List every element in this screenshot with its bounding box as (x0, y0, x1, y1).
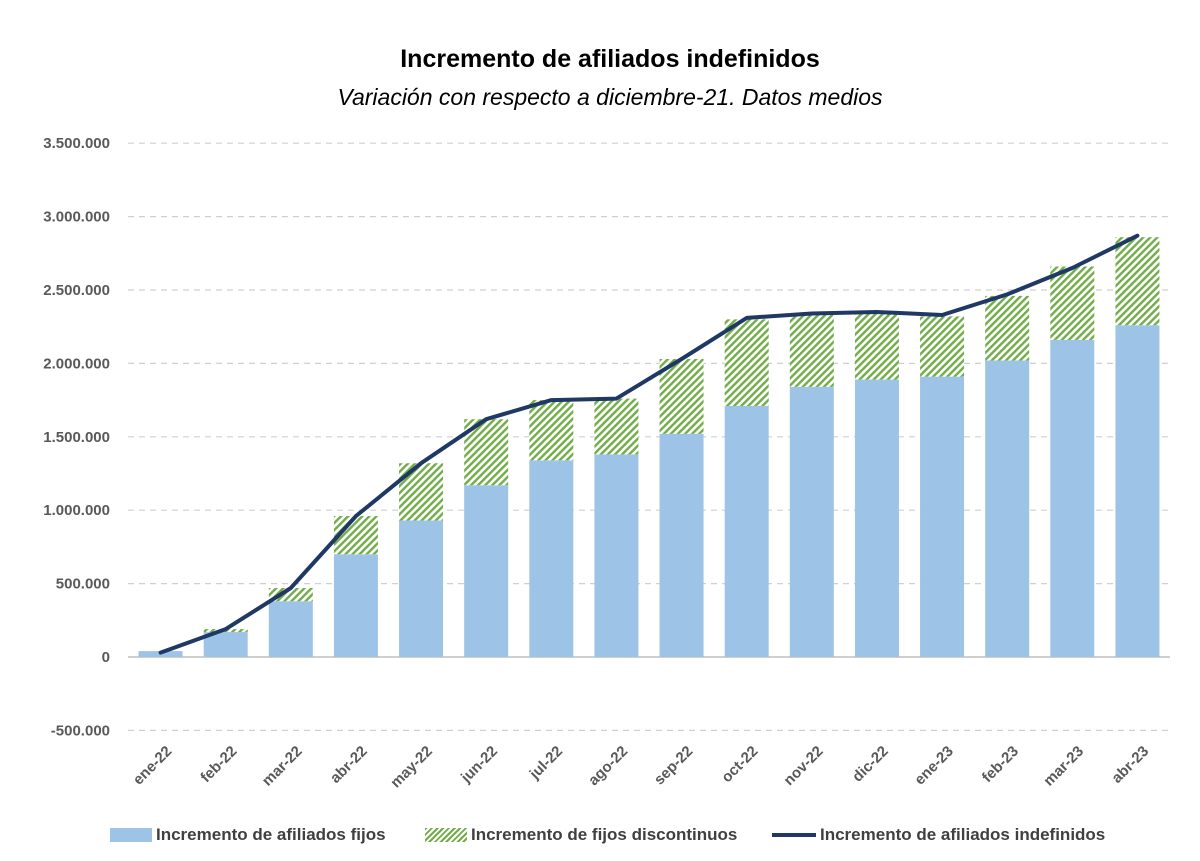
chart-legend: Incremento de afiliados fijos Incremento… (0, 822, 1200, 848)
bar-fijos (1115, 325, 1160, 657)
legend-swatch-indefinidos (772, 833, 816, 837)
chart-plot: -500.000 0 500.000 1.000.000 1.500.000 2.000.… (43, 135, 1170, 792)
x-tick-label: mar-22 (259, 743, 306, 790)
bar-discontinuos (985, 295, 1030, 361)
bar-discontinuos (529, 400, 574, 461)
x-tick-label: jul-22 (526, 743, 566, 783)
bar-fijos (724, 405, 769, 657)
y-tick-label: 1.500.000 (43, 429, 110, 446)
bar-fijos (529, 460, 574, 657)
y-tick-label: 3.500.000 (43, 135, 110, 152)
bar-fijos (659, 433, 704, 657)
bar-discontinuos (724, 319, 769, 406)
bar-fijos (920, 376, 965, 657)
x-tick-label: may-22 (387, 743, 436, 792)
chart-title: Incremento de afiliados indefinidos (400, 45, 820, 73)
x-tick-label: dic-22 (849, 743, 892, 786)
bar-discontinuos (594, 398, 639, 455)
bar-fijos (333, 554, 378, 657)
legend-label-fijos: Incremento de afiliados fijos (156, 825, 386, 844)
legend-item-discontinuos: Incremento de fijos discontinuos (425, 822, 737, 848)
y-tick-label: 2.500.000 (43, 282, 110, 299)
x-tick-label: sep-22 (651, 743, 697, 789)
bar-discontinuos (854, 313, 899, 380)
x-tick-label: ene-23 (911, 743, 957, 789)
bar-discontinuos (920, 316, 965, 377)
bar-discontinuos (1115, 237, 1160, 326)
bar-discontinuos (268, 588, 313, 602)
bar-discontinuos (1050, 266, 1095, 340)
y-tick-label: -500.000 (51, 722, 110, 739)
legend-label-indefinidos: Incremento de afiliados indefinidos (820, 825, 1106, 844)
bar-fijos (594, 454, 639, 657)
bar-fijos (985, 360, 1030, 657)
legend-item-fijos: Incremento de afiliados fijos (110, 822, 386, 848)
x-tick-label: abr-23 (1108, 743, 1152, 787)
x-tick-label: oct-22 (718, 743, 761, 786)
y-tick-label: 0 (102, 649, 110, 666)
bar-fijos (854, 379, 899, 657)
x-tick-label: ene-22 (130, 743, 176, 789)
bar-discontinuos (659, 358, 704, 434)
legend-item-indefinidos: Incremento de afiliados indefinidos (772, 822, 1105, 848)
y-tick-label: 3.000.000 (43, 209, 110, 226)
y-tick-label: 500.000 (56, 576, 110, 593)
chart-subtitle: Variación con respecto a diciembre-21. D… (337, 84, 883, 110)
x-tick-label: mar-23 (1040, 743, 1087, 790)
x-tick-label: abr-22 (327, 743, 371, 787)
series-line-indefinidos (158, 233, 1140, 655)
y-tick-label: 1.000.000 (43, 502, 110, 519)
legend-swatch-fijos (110, 828, 152, 842)
legend-label-discontinuos: Incremento de fijos discontinuos (471, 825, 738, 844)
bar-fijos (464, 485, 509, 657)
y-tick-label: 2.000.000 (43, 355, 110, 372)
legend-swatch-discontinuos (425, 828, 467, 842)
bar-fijos (399, 520, 444, 657)
bar-fijos (1050, 339, 1095, 657)
x-tick-label: nov-22 (780, 743, 826, 789)
bar-discontinuos (789, 314, 834, 387)
bar-fijos (789, 386, 834, 657)
x-tick-label: feb-23 (979, 743, 1022, 786)
x-tick-label: feb-22 (197, 743, 240, 786)
x-tick-label: jun-22 (457, 743, 501, 787)
bar-fijos (268, 601, 313, 657)
x-tick-label: ago-22 (585, 743, 631, 789)
bar-discontinuos (399, 463, 444, 521)
